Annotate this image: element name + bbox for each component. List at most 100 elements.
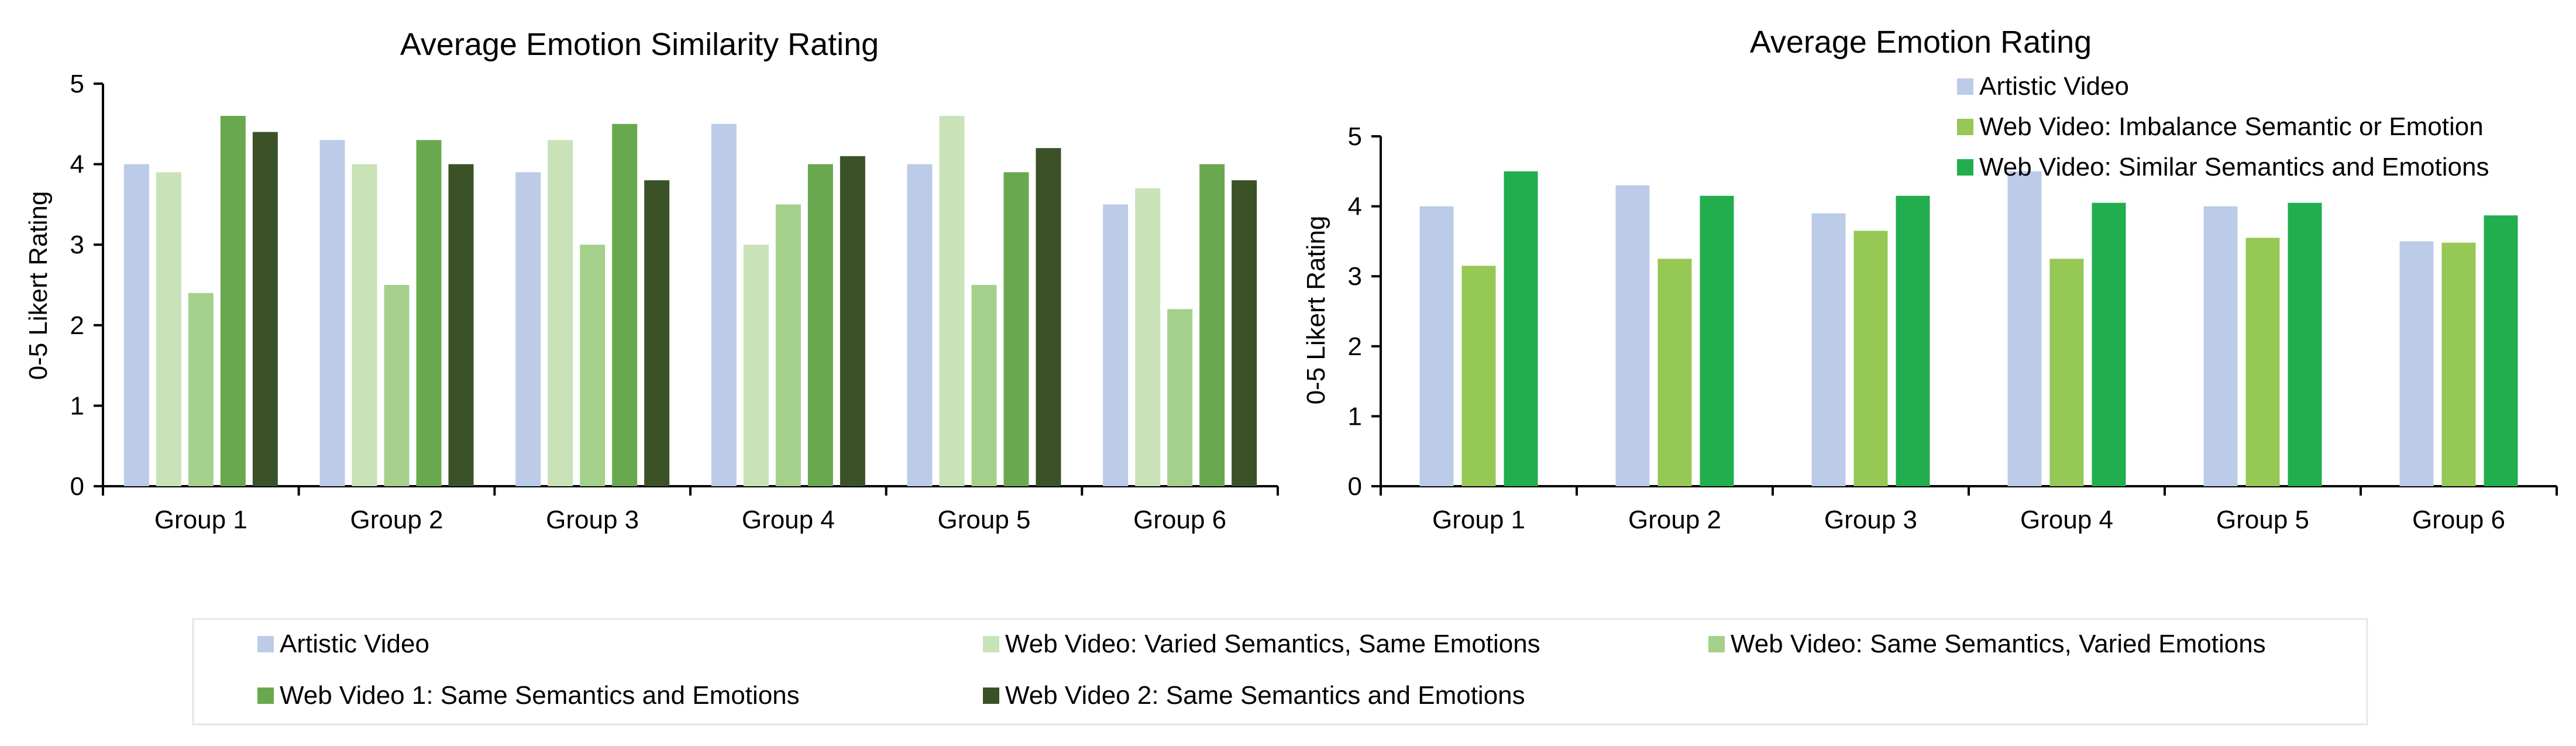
- emotion-bar-web-video-imbalance-semantic-or-emotion-group-3: [1853, 231, 1888, 486]
- similarity-y-tick-label: 2: [70, 311, 84, 340]
- emotion-bar-artistic-video-group-6: [2399, 241, 2434, 486]
- emotion-y-tick-label: 1: [1348, 402, 1362, 431]
- similarity-x-tick-label: Group 6: [1133, 506, 1226, 534]
- emotion-bar-artistic-video-group-4: [2007, 171, 2042, 486]
- emotion-x-tick-label: Group 2: [1628, 506, 1721, 534]
- emotion-bar-artistic-video-group-2: [1615, 185, 1650, 487]
- similarity-legend-swatch-web-video-2-same-semantics-and-emotions: [983, 687, 999, 704]
- similarity-legend-swatch-web-video-1-same-semantics-and-emotions: [257, 687, 274, 704]
- emotion-x-tick-label: Group 3: [1824, 506, 1917, 534]
- emotion-legend-swatch-artistic-video: [1957, 78, 1973, 95]
- similarity-chart: Average Emotion Similarity Rating 0-5 Li…: [24, 27, 1279, 534]
- similarity-bar-web-video-2-same-semantics-and-emotions-group-5: [1036, 148, 1061, 486]
- similarity-y-tick-label: 5: [70, 70, 84, 98]
- emotion-y-tick-label: 2: [1348, 332, 1362, 361]
- emotion-bar-artistic-video-group-5: [2203, 206, 2238, 486]
- emotion-y-tick-label: 0: [1348, 472, 1362, 501]
- emotion-bar-web-video-similar-semantics-and-emotions-group-4: [2092, 202, 2126, 486]
- emotion-bar-web-video-imbalance-semantic-or-emotion-group-1: [1461, 266, 1496, 486]
- emotion-bar-web-video-imbalance-semantic-or-emotion-group-2: [1657, 259, 1692, 486]
- similarity-chart-title: Average Emotion Similarity Rating: [400, 27, 879, 62]
- similarity-legend-label: Web Video 2: Same Semantics and Emotions: [1005, 681, 1525, 710]
- similarity-bar-web-video-2-same-semantics-and-emotions-group-2: [448, 164, 474, 487]
- similarity-bar-web-video-2-same-semantics-and-emotions-group-6: [1232, 180, 1257, 486]
- emotion-bar-web-video-similar-semantics-and-emotions-group-1: [1504, 171, 1538, 486]
- emotion-bar-web-video-imbalance-semantic-or-emotion-group-6: [2441, 242, 2476, 486]
- similarity-bar-artistic-video-group-3: [515, 172, 541, 486]
- similarity-x-tick-label: Group 2: [350, 506, 443, 534]
- emotion-chart-y-label: 0-5 Likert Rating: [1302, 216, 1330, 405]
- emotion-chart-marks: 0 1 2 3 4 5 Group 1 Group 2 Group 3 Group 4 Group …: [1348, 122, 2558, 534]
- similarity-bar-artistic-video-group-4: [711, 123, 737, 487]
- similarity-bar-web-video-1-same-semantics-and-emotions-group-5: [1003, 172, 1029, 486]
- similarity-x-tick-label: Group 1: [154, 506, 247, 534]
- similarity-legend-label: Web Video 1: Same Semantics and Emotions: [280, 681, 800, 710]
- similarity-bar-web-video-2-same-semantics-and-emotions-group-1: [252, 132, 278, 486]
- similarity-y-tick-label: 1: [70, 391, 84, 420]
- similarity-legend-label: Web Video: Varied Semantics, Same Emotio…: [1005, 630, 1540, 658]
- emotion-bar-web-video-similar-semantics-and-emotions-group-6: [2484, 215, 2518, 486]
- similarity-bar-artistic-video-group-1: [123, 164, 149, 487]
- similarity-chart-marks: 0 1 2 3 4 5 Group 1 Group 2 Group 3 Group 4 Group …: [70, 70, 1279, 534]
- similarity-bar-web-video-same-semantics-varied-emotions-group-2: [384, 285, 410, 486]
- similarity-legend-label: Artistic Video: [280, 630, 429, 658]
- emotion-bar-web-video-similar-semantics-and-emotions-group-3: [1896, 195, 1930, 486]
- emotion-legend-swatch-web-video-similar-semantics-and-emotions: [1957, 159, 1973, 176]
- emotion-chart-legend: Artistic Video Web Video: Imbalance Seman…: [1957, 72, 2489, 181]
- similarity-bar-web-video-varied-semantics-same-emotions-group-6: [1135, 188, 1161, 486]
- emotion-chart: Average Emotion Rating 0-5 Likert Rating…: [1302, 25, 2558, 534]
- similarity-chart-legend: Artistic Video Web Video: Varied Semantic…: [257, 630, 2266, 710]
- emotion-legend-label: Web Video: Similar Semantics and Emotion…: [1979, 153, 2489, 181]
- emotion-bar-web-video-similar-semantics-and-emotions-group-5: [2288, 202, 2322, 486]
- similarity-legend-swatch-web-video-same-semantics-varied-emotions: [1708, 636, 1725, 652]
- similarity-bar-artistic-video-group-2: [319, 140, 345, 486]
- similarity-legend-swatch-artistic-video: [257, 636, 274, 652]
- emotion-legend-label: Web Video: Imbalance Semantic or Emotion: [1979, 112, 2484, 141]
- emotion-bar-artistic-video-group-1: [1419, 206, 1454, 486]
- similarity-bar-web-video-varied-semantics-same-emotions-group-5: [939, 116, 965, 487]
- similarity-bar-web-video-2-same-semantics-and-emotions-group-3: [644, 180, 670, 486]
- emotion-x-tick-label: Group 4: [2020, 506, 2113, 534]
- similarity-bar-web-video-1-same-semantics-and-emotions-group-3: [612, 123, 638, 487]
- emotion-x-tick-label: Group 5: [2216, 506, 2309, 534]
- emotion-bar-web-video-similar-semantics-and-emotions-group-2: [1700, 195, 1734, 486]
- similarity-bar-web-video-1-same-semantics-and-emotions-group-4: [807, 164, 833, 487]
- emotion-x-tick-label: Group 6: [2412, 506, 2505, 534]
- emotion-legend-swatch-web-video-imbalance-semantic-or-emotion: [1957, 119, 1973, 135]
- similarity-bar-web-video-same-semantics-varied-emotions-group-6: [1167, 309, 1193, 486]
- similarity-legend-label: Web Video: Same Semantics, Varied Emotio…: [1731, 630, 2266, 658]
- similarity-bar-artistic-video-group-5: [907, 164, 933, 487]
- similarity-bar-web-video-1-same-semantics-and-emotions-group-6: [1199, 164, 1225, 487]
- similarity-legend-swatch-web-video-varied-semantics-same-emotions: [983, 636, 999, 652]
- similarity-chart-y-label: 0-5 Likert Rating: [24, 191, 53, 380]
- emotion-y-tick-label: 4: [1348, 192, 1362, 221]
- emotion-chart-title: Average Emotion Rating: [1750, 25, 2092, 60]
- similarity-bar-web-video-same-semantics-varied-emotions-group-5: [971, 285, 997, 486]
- similarity-bar-web-video-varied-semantics-same-emotions-group-2: [352, 164, 377, 487]
- similarity-bar-web-video-varied-semantics-same-emotions-group-1: [156, 172, 181, 486]
- similarity-y-tick-label: 4: [70, 150, 84, 179]
- similarity-bar-web-video-same-semantics-varied-emotions-group-3: [580, 245, 606, 486]
- similarity-bar-web-video-1-same-semantics-and-emotions-group-1: [220, 116, 246, 487]
- emotion-legend-label: Artistic Video: [1979, 72, 2129, 101]
- similarity-bar-web-video-varied-semantics-same-emotions-group-3: [548, 140, 573, 486]
- similarity-legend-frame: [192, 618, 2368, 726]
- similarity-y-tick-label: 3: [70, 231, 84, 259]
- similarity-bar-web-video-2-same-semantics-and-emotions-group-4: [840, 156, 865, 487]
- similarity-bar-web-video-same-semantics-varied-emotions-group-1: [188, 293, 214, 486]
- emotion-bar-web-video-imbalance-semantic-or-emotion-group-5: [2245, 238, 2280, 486]
- similarity-bar-web-video-1-same-semantics-and-emotions-group-2: [416, 140, 442, 486]
- similarity-x-tick-label: Group 4: [742, 506, 835, 534]
- emotion-x-tick-label: Group 1: [1432, 506, 1525, 534]
- similarity-y-tick-label: 0: [70, 472, 84, 501]
- emotion-y-tick-label: 5: [1348, 122, 1362, 151]
- similarity-x-tick-label: Group 5: [938, 506, 1031, 534]
- emotion-bar-web-video-imbalance-semantic-or-emotion-group-4: [2049, 259, 2084, 486]
- similarity-bar-web-video-varied-semantics-same-emotions-group-4: [743, 245, 769, 486]
- emotion-y-tick-label: 3: [1348, 262, 1362, 291]
- similarity-bar-web-video-same-semantics-varied-emotions-group-4: [775, 204, 801, 486]
- similarity-bar-artistic-video-group-6: [1103, 204, 1129, 486]
- emotion-bar-artistic-video-group-3: [1811, 213, 1846, 486]
- similarity-x-tick-label: Group 3: [546, 506, 639, 534]
